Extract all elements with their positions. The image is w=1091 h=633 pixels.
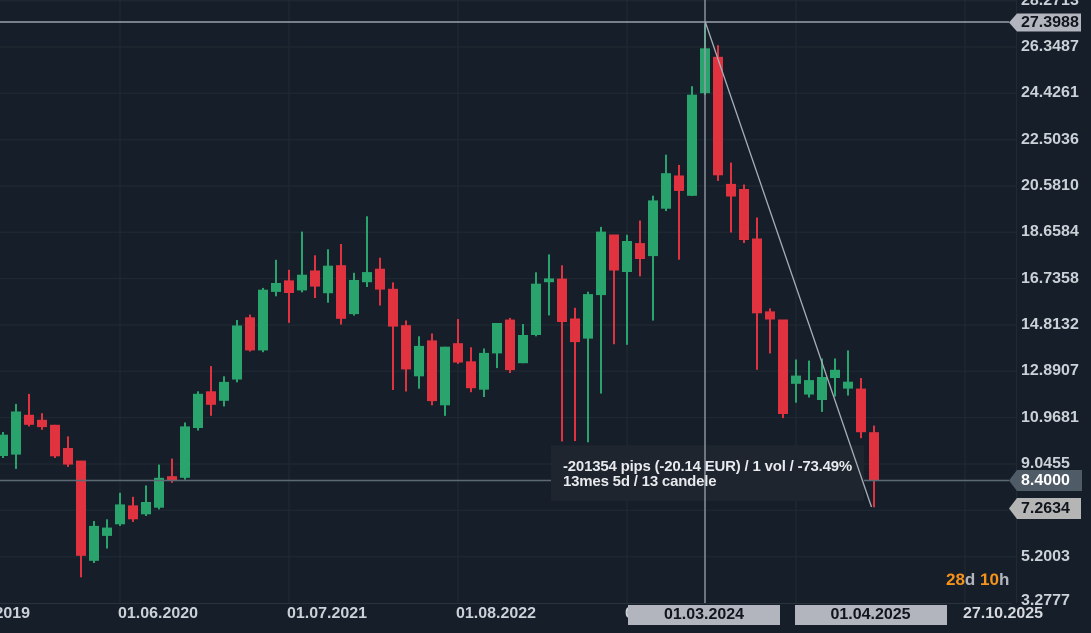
svg-text:-201354 pips (-20.14 EUR) / 1: -201354 pips (-20.14 EUR) / 1 vol / -73.… xyxy=(563,458,852,475)
svg-text:13mes 5d / 13 candele: 13mes 5d / 13 candele xyxy=(563,473,716,490)
